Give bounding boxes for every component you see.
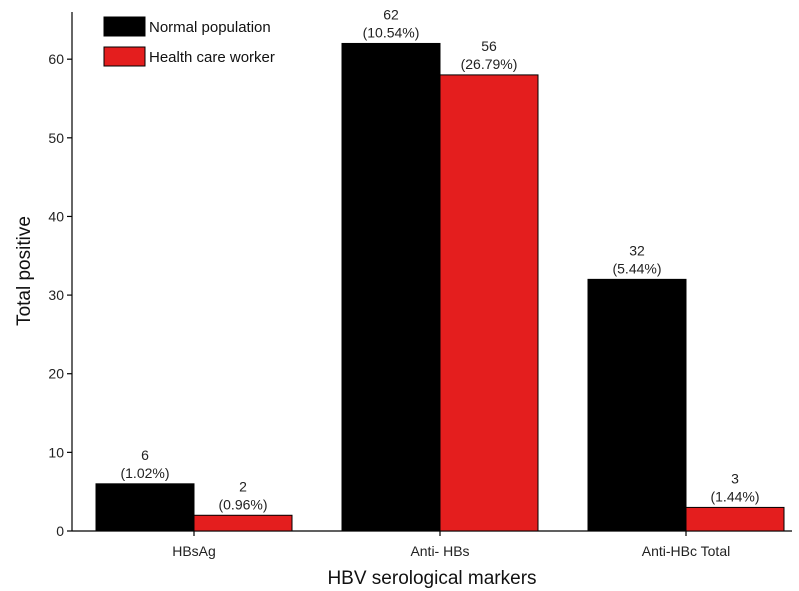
- y-tick-label: 50: [48, 130, 64, 146]
- data-label-count: 62: [383, 6, 399, 22]
- y-tick-label: 30: [48, 287, 64, 303]
- x-ticks: HBsAg Anti- HBs Anti-HBc Total: [172, 531, 730, 559]
- y-ticks: 0 10 20 30 40 50 60: [48, 51, 72, 539]
- data-label-count: 56: [481, 38, 497, 54]
- y-tick-label: 40: [48, 208, 64, 224]
- y-tick-label: 10: [48, 444, 64, 460]
- bar-health-care-worker: [685, 506, 785, 532]
- x-tick-label: Anti- HBs: [410, 543, 469, 559]
- data-label-percent: (1.44%): [710, 488, 759, 504]
- y-tick-label: 60: [48, 51, 64, 67]
- bar-health-care-worker: [439, 74, 539, 532]
- y-tick-label: 20: [48, 366, 64, 382]
- bars: [95, 42, 785, 532]
- x-tick-label: HBsAg: [172, 543, 216, 559]
- data-label-count: 2: [239, 478, 247, 494]
- y-axis-title: Total positive: [14, 216, 35, 326]
- data-label-percent: (5.44%): [612, 260, 661, 276]
- bar-normal-population: [587, 278, 687, 532]
- bar-health-care-worker: [193, 514, 293, 532]
- legend-label-health-care-worker: Health care worker: [149, 49, 275, 66]
- data-labels: 6 (1.02%) 2 (0.96%) 62 (10.54%) 56 (26.79%) 32 (5…: [120, 6, 759, 512]
- data-label-count: 6: [141, 447, 149, 463]
- data-label-count: 32: [629, 242, 645, 258]
- x-axis-title: HBV serological markers: [327, 568, 536, 589]
- x-tick-label: Anti-HBc Total: [642, 543, 730, 559]
- legend-label-normal-population: Normal population: [149, 19, 271, 36]
- bar-normal-population: [95, 483, 195, 532]
- data-label-count: 3: [731, 470, 739, 486]
- legend: Normal population Health care worker: [103, 16, 275, 67]
- data-label-percent: (0.96%): [218, 496, 267, 512]
- data-label-percent: (10.54%): [363, 24, 420, 40]
- legend-swatch-health-care-worker: [103, 46, 146, 67]
- legend-swatch-normal-population: [103, 16, 146, 37]
- bar-normal-population: [341, 42, 441, 532]
- data-label-percent: (1.02%): [120, 465, 169, 481]
- y-tick-label: 0: [56, 523, 64, 539]
- data-label-percent: (26.79%): [461, 56, 518, 72]
